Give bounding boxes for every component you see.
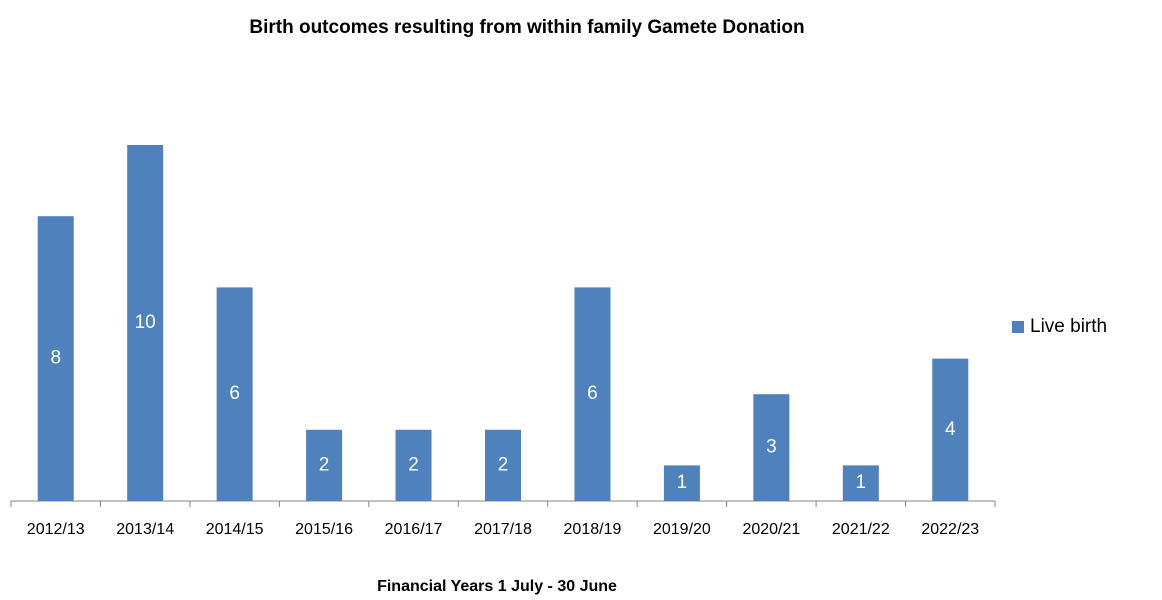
bar xyxy=(932,358,969,501)
data-label: 8 xyxy=(50,348,61,369)
x-tick-label: 2018/19 xyxy=(564,521,622,538)
bar xyxy=(216,287,253,501)
data-label: 1 xyxy=(677,472,688,493)
bar xyxy=(485,429,521,501)
data-label: 2 xyxy=(319,454,330,475)
bar xyxy=(753,394,790,501)
bar xyxy=(842,465,879,501)
data-label: 2 xyxy=(408,454,419,475)
bar xyxy=(37,216,74,501)
x-tick-label: 2016/17 xyxy=(385,521,443,538)
data-label: 4 xyxy=(945,419,956,440)
x-tick-label: 2019/20 xyxy=(653,521,711,538)
x-tick-label: 2014/15 xyxy=(206,521,264,538)
bar xyxy=(306,429,343,501)
bar xyxy=(127,145,164,501)
x-tick-label: 2013/14 xyxy=(116,521,174,538)
data-label: 6 xyxy=(229,383,240,404)
x-tick-label: 2021/22 xyxy=(832,521,890,538)
legend-swatch xyxy=(1012,321,1024,333)
bar xyxy=(574,287,611,501)
x-tick-label: 2012/13 xyxy=(27,521,85,538)
x-tick-label: 2022/23 xyxy=(921,521,979,538)
x-tick-label: 2015/16 xyxy=(295,521,353,538)
data-label: 1 xyxy=(856,472,867,493)
x-tick-label: 2020/21 xyxy=(742,521,800,538)
x-tick-label: 2017/18 xyxy=(474,521,532,538)
legend-label: Live birth xyxy=(1030,316,1107,337)
x-axis-title: Financial Years 1 July - 30 June xyxy=(377,578,617,595)
data-label: 6 xyxy=(587,383,598,404)
bar xyxy=(663,465,700,501)
data-label: 3 xyxy=(766,437,777,458)
chart-title: Birth outcomes resulting from within fam… xyxy=(249,17,804,38)
data-label: 2 xyxy=(498,454,509,475)
data-label: 10 xyxy=(135,312,156,333)
bar xyxy=(395,429,432,501)
